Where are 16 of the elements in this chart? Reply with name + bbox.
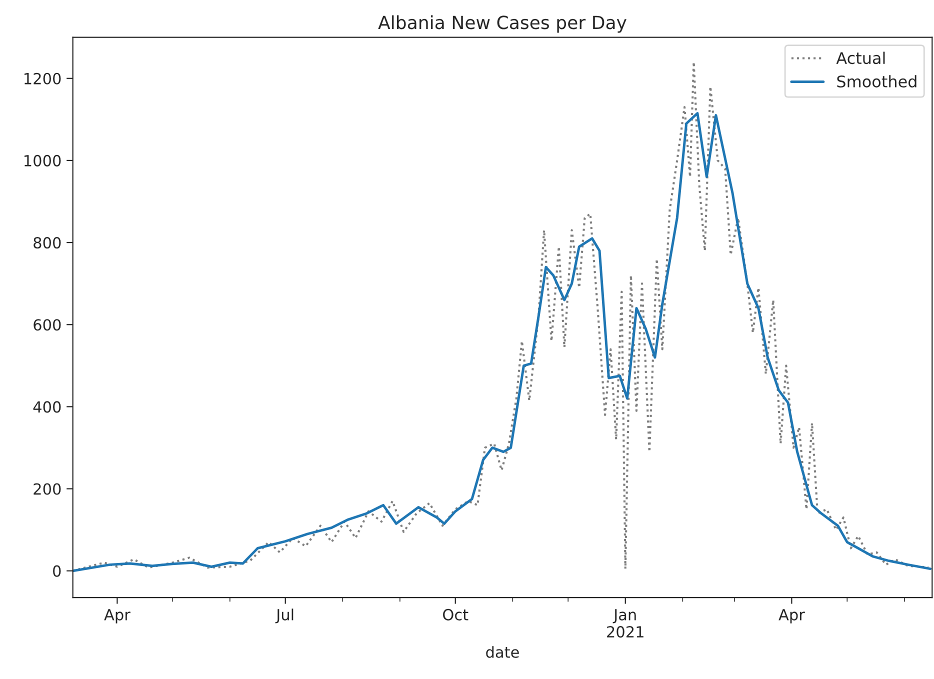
- legend-label: Smoothed: [837, 75, 916, 88]
- x-tick-label: Jul: [275, 608, 294, 624]
- x-tick-label: Jan 2021: [607, 609, 644, 638]
- y-tick-label: 400: [33, 401, 61, 413]
- legend-label: Actual: [836, 52, 885, 64]
- x-tick-label: Apr: [778, 609, 805, 624]
- x-tick-label: Oct: [443, 608, 468, 620]
- y-tick-label: 1000: [24, 154, 61, 166]
- y-tick-label: 800: [34, 237, 61, 249]
- y-tick-label: 0: [53, 565, 61, 577]
- x-tick-label: Apr: [104, 609, 130, 624]
- chart-title: Albania New Cases per Day: [378, 15, 626, 33]
- x-axis-title: date: [486, 646, 519, 658]
- y-tick-label: 600: [34, 319, 61, 331]
- y-tick-label: 1200: [24, 72, 61, 84]
- y-tick-label: 200: [34, 483, 61, 495]
